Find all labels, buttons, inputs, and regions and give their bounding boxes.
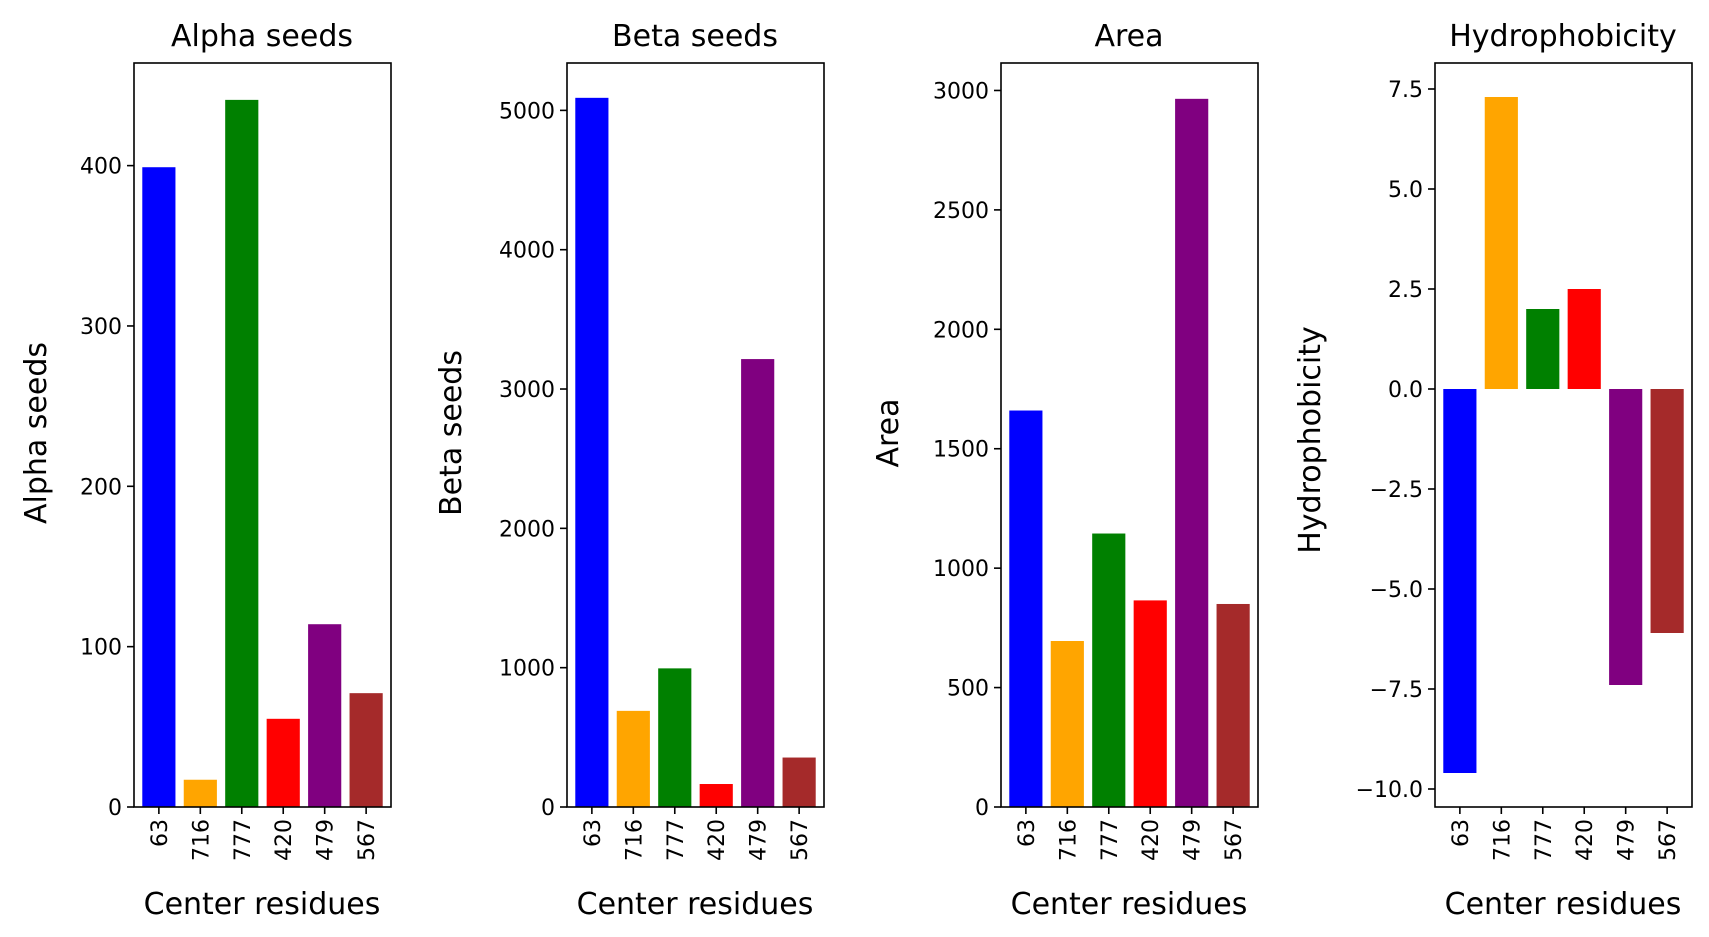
bar-63 bbox=[1443, 389, 1477, 773]
bar-479 bbox=[1175, 98, 1209, 807]
x-tick-label: 777 bbox=[1532, 819, 1557, 861]
bar-420 bbox=[266, 718, 300, 807]
axes-frame bbox=[133, 62, 392, 808]
x-tick-label: 716 bbox=[1490, 819, 1515, 861]
y-axis-label: Alpha seeds bbox=[19, 342, 54, 524]
x-tick-label: 420 bbox=[705, 819, 730, 861]
bar-567 bbox=[782, 757, 816, 807]
x-tick-label: 63 bbox=[1015, 819, 1040, 847]
bar-63 bbox=[142, 167, 176, 808]
x-tick-label: 716 bbox=[189, 819, 214, 861]
bar-63 bbox=[575, 97, 609, 807]
y-tick-label: −10.0 bbox=[1356, 778, 1423, 803]
x-tick-label: 777 bbox=[1098, 819, 1123, 861]
y-tick-label: −5.0 bbox=[1370, 578, 1423, 603]
plot-area: 0 1000 2000 3000 4000 5000 63 716 777 420 479 567 bbox=[499, 62, 825, 861]
y-tick-label: 7.5 bbox=[1388, 78, 1423, 103]
bar-716 bbox=[1050, 641, 1084, 807]
y-tick-label: −2.5 bbox=[1370, 478, 1423, 503]
y-tick-label: 3000 bbox=[933, 79, 989, 104]
plot-area: 0 100 200 300 400 63 716 777 420 479 567 bbox=[80, 62, 392, 861]
y-axis-label: Area bbox=[871, 398, 906, 467]
bar-479 bbox=[1609, 389, 1643, 685]
y-axis-label: Hydrophobicity bbox=[1293, 326, 1328, 554]
x-tick-label: 567 bbox=[788, 819, 813, 861]
bar-777 bbox=[658, 668, 692, 807]
y-tick-label: 5000 bbox=[499, 99, 555, 124]
y-tick-label: 0 bbox=[975, 796, 989, 821]
x-tick-label: 777 bbox=[231, 819, 256, 861]
x-tick-label: 567 bbox=[355, 819, 380, 861]
x-tick-label: 63 bbox=[148, 819, 173, 847]
panel-title: Area bbox=[1094, 19, 1163, 54]
bar-567 bbox=[1216, 603, 1250, 807]
y-axis-label: Beta seeds bbox=[434, 350, 469, 516]
plot-area: −10.0 −7.5 −5.0 −2.5 0.0 2.5 5.0 7.5 63 716 777 420… bbox=[1356, 62, 1693, 861]
bar-420 bbox=[699, 784, 733, 807]
bar-777 bbox=[1092, 533, 1126, 807]
bar-479 bbox=[741, 359, 775, 807]
axes-frame bbox=[1000, 62, 1259, 808]
x-tick-label: 716 bbox=[1056, 819, 1081, 861]
x-tick-label: 420 bbox=[1573, 819, 1598, 861]
bar-716 bbox=[616, 710, 650, 807]
axes-frame bbox=[1434, 62, 1693, 808]
bar-716 bbox=[183, 779, 217, 807]
x-tick-label: 479 bbox=[1181, 819, 1206, 861]
y-tick-label: 5.0 bbox=[1388, 178, 1423, 203]
y-tick-label: 0 bbox=[541, 796, 555, 821]
x-tick-label: 716 bbox=[622, 819, 647, 861]
y-tick-label: 1000 bbox=[933, 557, 989, 582]
y-tick-label: 2500 bbox=[933, 199, 989, 224]
bar-567 bbox=[349, 693, 383, 807]
x-tick-label: 567 bbox=[1222, 819, 1247, 861]
x-tick-label: 420 bbox=[1139, 819, 1164, 861]
y-tick-label: −7.5 bbox=[1370, 678, 1423, 703]
y-tick-label: 2.5 bbox=[1388, 278, 1423, 303]
y-tick-label: 2000 bbox=[933, 318, 989, 343]
x-tick-label: 479 bbox=[1615, 819, 1640, 861]
x-tick-label: 63 bbox=[1449, 819, 1474, 847]
x-tick-label: 777 bbox=[664, 819, 689, 861]
x-axis-label: Center residues bbox=[1445, 887, 1682, 922]
x-tick-label: 567 bbox=[1656, 819, 1681, 861]
bar-420 bbox=[1133, 600, 1167, 807]
y-tick-label: 200 bbox=[80, 475, 122, 500]
panel-alpha-seeds: Alpha seeds Alpha seeds Center residues … bbox=[19, 19, 392, 922]
panel-area: Area Area Center residues 0 500 1000 1500 20… bbox=[871, 19, 1259, 922]
x-axis-label: Center residues bbox=[577, 887, 814, 922]
bar-479 bbox=[308, 624, 342, 807]
panel-beta-seeds: Beta seeds Beta seeds Center residues 0 1… bbox=[434, 19, 825, 922]
panel-title: Alpha seeds bbox=[171, 19, 353, 54]
y-tick-label: 1000 bbox=[499, 657, 555, 682]
plot-area: 0 500 1000 1500 2000 2500 3000 63 716 777 420 479 56… bbox=[933, 62, 1259, 861]
y-tick-label: 300 bbox=[80, 315, 122, 340]
bar-716 bbox=[1484, 97, 1518, 389]
axes-frame bbox=[566, 62, 825, 808]
bar-777 bbox=[1526, 309, 1560, 389]
x-tick-label: 479 bbox=[314, 819, 339, 861]
x-tick-label: 420 bbox=[272, 819, 297, 861]
bar-777 bbox=[225, 99, 259, 807]
bar-420 bbox=[1567, 289, 1601, 389]
y-tick-label: 0 bbox=[108, 796, 122, 821]
y-tick-label: 0.0 bbox=[1388, 378, 1423, 403]
x-axis-label: Center residues bbox=[1011, 887, 1248, 922]
y-tick-label: 100 bbox=[80, 636, 122, 661]
y-tick-label: 1500 bbox=[933, 438, 989, 463]
y-tick-label: 4000 bbox=[499, 239, 555, 264]
panel-title: Beta seeds bbox=[612, 19, 778, 54]
bar-567 bbox=[1650, 389, 1684, 633]
y-tick-label: 500 bbox=[947, 677, 989, 702]
x-tick-label: 63 bbox=[581, 819, 606, 847]
y-tick-label: 400 bbox=[80, 155, 122, 180]
x-axis-label: Center residues bbox=[144, 887, 381, 922]
x-tick-label: 479 bbox=[747, 819, 772, 861]
panel-hydrophobicity: Hydrophobicity Hydrophobicity Center res… bbox=[1293, 19, 1693, 922]
y-tick-label: 2000 bbox=[499, 517, 555, 542]
panel-title: Hydrophobicity bbox=[1449, 19, 1677, 54]
bar-63 bbox=[1009, 410, 1043, 807]
y-tick-label: 3000 bbox=[499, 378, 555, 403]
